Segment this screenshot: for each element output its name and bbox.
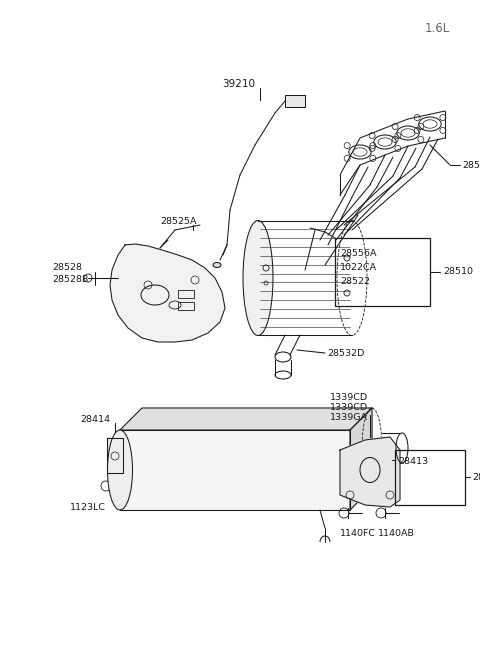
FancyBboxPatch shape [285,95,305,107]
Polygon shape [350,408,372,510]
Ellipse shape [213,263,221,267]
Polygon shape [340,437,400,507]
Text: 28556A: 28556A [340,248,376,257]
Text: 28528B: 28528B [52,274,88,284]
Polygon shape [120,430,350,510]
Text: 1123LC: 1123LC [70,504,106,512]
Text: 28522: 28522 [340,276,370,286]
Text: 28510: 28510 [443,267,473,276]
Polygon shape [110,244,225,342]
Text: 1339CD: 1339CD [330,403,368,413]
Text: 28532D: 28532D [327,348,364,358]
Text: 1022CA: 1022CA [340,263,377,272]
Text: 28413: 28413 [398,457,428,466]
Text: 39210: 39210 [222,79,255,89]
Text: 28525A: 28525A [160,217,196,227]
Text: 28410A: 28410A [472,472,480,481]
Text: 1.6L: 1.6L [425,22,450,35]
Text: 1140FC: 1140FC [340,529,376,538]
Bar [395,450,465,505]
Text: 1339GA: 1339GA [330,413,368,422]
Text: 1140AB: 1140AB [378,529,415,538]
Text: 28528: 28528 [52,263,82,272]
Bar [178,290,194,298]
Polygon shape [107,438,123,473]
Ellipse shape [108,430,132,510]
Text: 28414: 28414 [80,415,110,424]
Bar [178,302,194,310]
Text: 1339CD: 1339CD [330,394,368,403]
Ellipse shape [243,221,273,335]
Text: 28521A: 28521A [462,160,480,170]
Polygon shape [120,408,372,430]
Bar [335,238,430,306]
